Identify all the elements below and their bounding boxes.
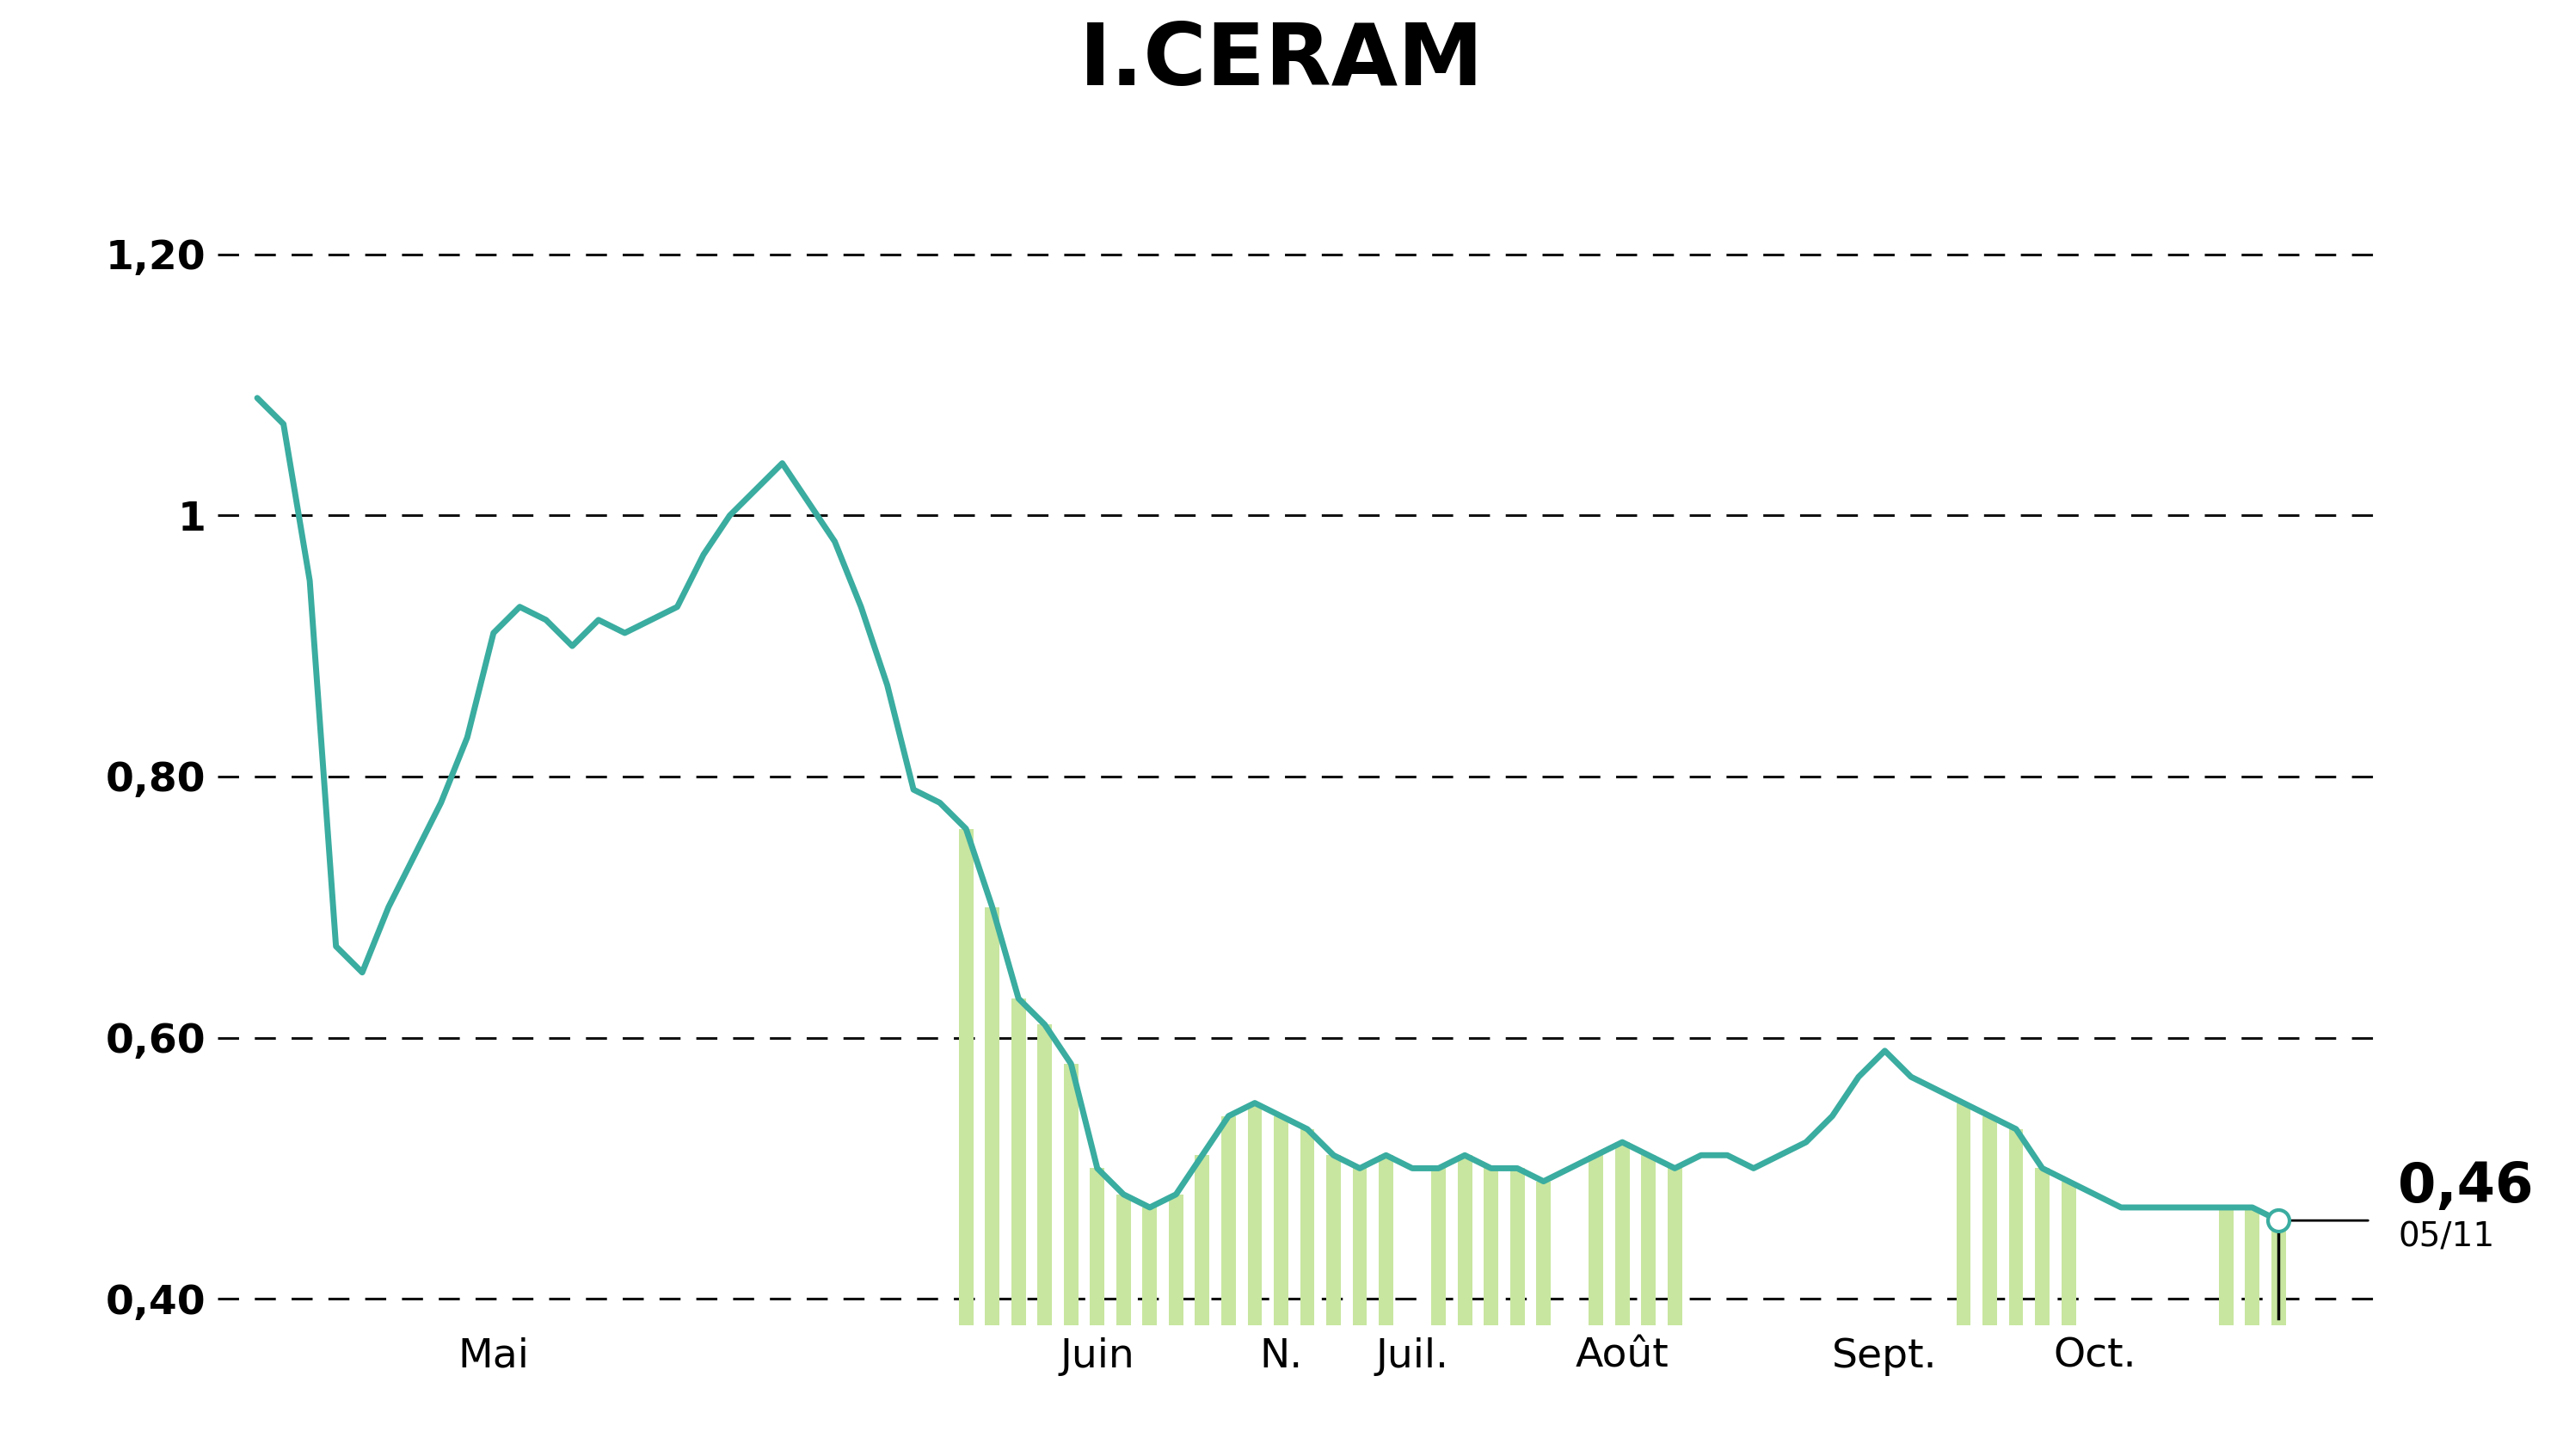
Bar <box>1274 1117 1289 1325</box>
Bar <box>1535 1181 1551 1325</box>
Bar <box>2009 1128 2022 1325</box>
Bar <box>1615 1142 1630 1325</box>
Bar <box>1510 1168 1525 1325</box>
Bar <box>2271 1220 2286 1325</box>
Bar <box>1484 1168 1499 1325</box>
Bar <box>1169 1194 1184 1325</box>
Bar <box>1353 1168 1366 1325</box>
Bar <box>1143 1207 1156 1325</box>
Bar <box>1248 1104 1261 1325</box>
Bar <box>959 828 974 1325</box>
Text: 05/11: 05/11 <box>2399 1222 2494 1254</box>
Bar <box>1379 1155 1394 1325</box>
Text: 0,46: 0,46 <box>2399 1160 2532 1214</box>
Bar <box>1325 1155 1340 1325</box>
Bar <box>2035 1168 2050 1325</box>
Bar <box>1089 1168 1105 1325</box>
Bar <box>1589 1155 1604 1325</box>
Bar <box>1984 1117 1997 1325</box>
Bar <box>1956 1104 1971 1325</box>
Bar <box>1430 1168 1446 1325</box>
Bar <box>2220 1207 2232 1325</box>
Bar <box>1640 1155 1656 1325</box>
Bar <box>1012 999 1025 1325</box>
Bar <box>1038 1025 1051 1325</box>
Bar <box>1299 1128 1315 1325</box>
Text: I.CERAM: I.CERAM <box>1079 20 1484 103</box>
Bar <box>1064 1064 1079 1325</box>
Bar <box>1194 1155 1210 1325</box>
Bar <box>1223 1117 1235 1325</box>
Bar <box>984 907 1000 1325</box>
Bar <box>1458 1155 1471 1325</box>
Bar <box>1117 1194 1130 1325</box>
Bar <box>1669 1168 1681 1325</box>
Bar <box>2061 1181 2076 1325</box>
Bar <box>2245 1207 2261 1325</box>
